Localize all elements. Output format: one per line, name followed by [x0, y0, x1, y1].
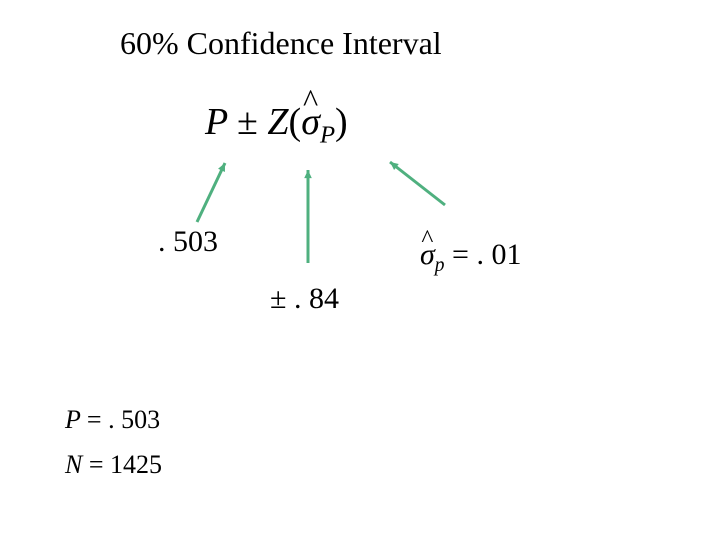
equation-n: N = 1425	[65, 450, 162, 480]
sigma-value: σp = . 01	[420, 238, 521, 277]
page-title: 60% Confidence Interval	[120, 25, 442, 62]
main-formula: P ± Z(σP)	[205, 100, 348, 150]
z-value: ± . 84	[270, 282, 339, 316]
equation-p: P = . 503	[65, 405, 160, 435]
p-sample-value: . 503	[158, 225, 218, 259]
